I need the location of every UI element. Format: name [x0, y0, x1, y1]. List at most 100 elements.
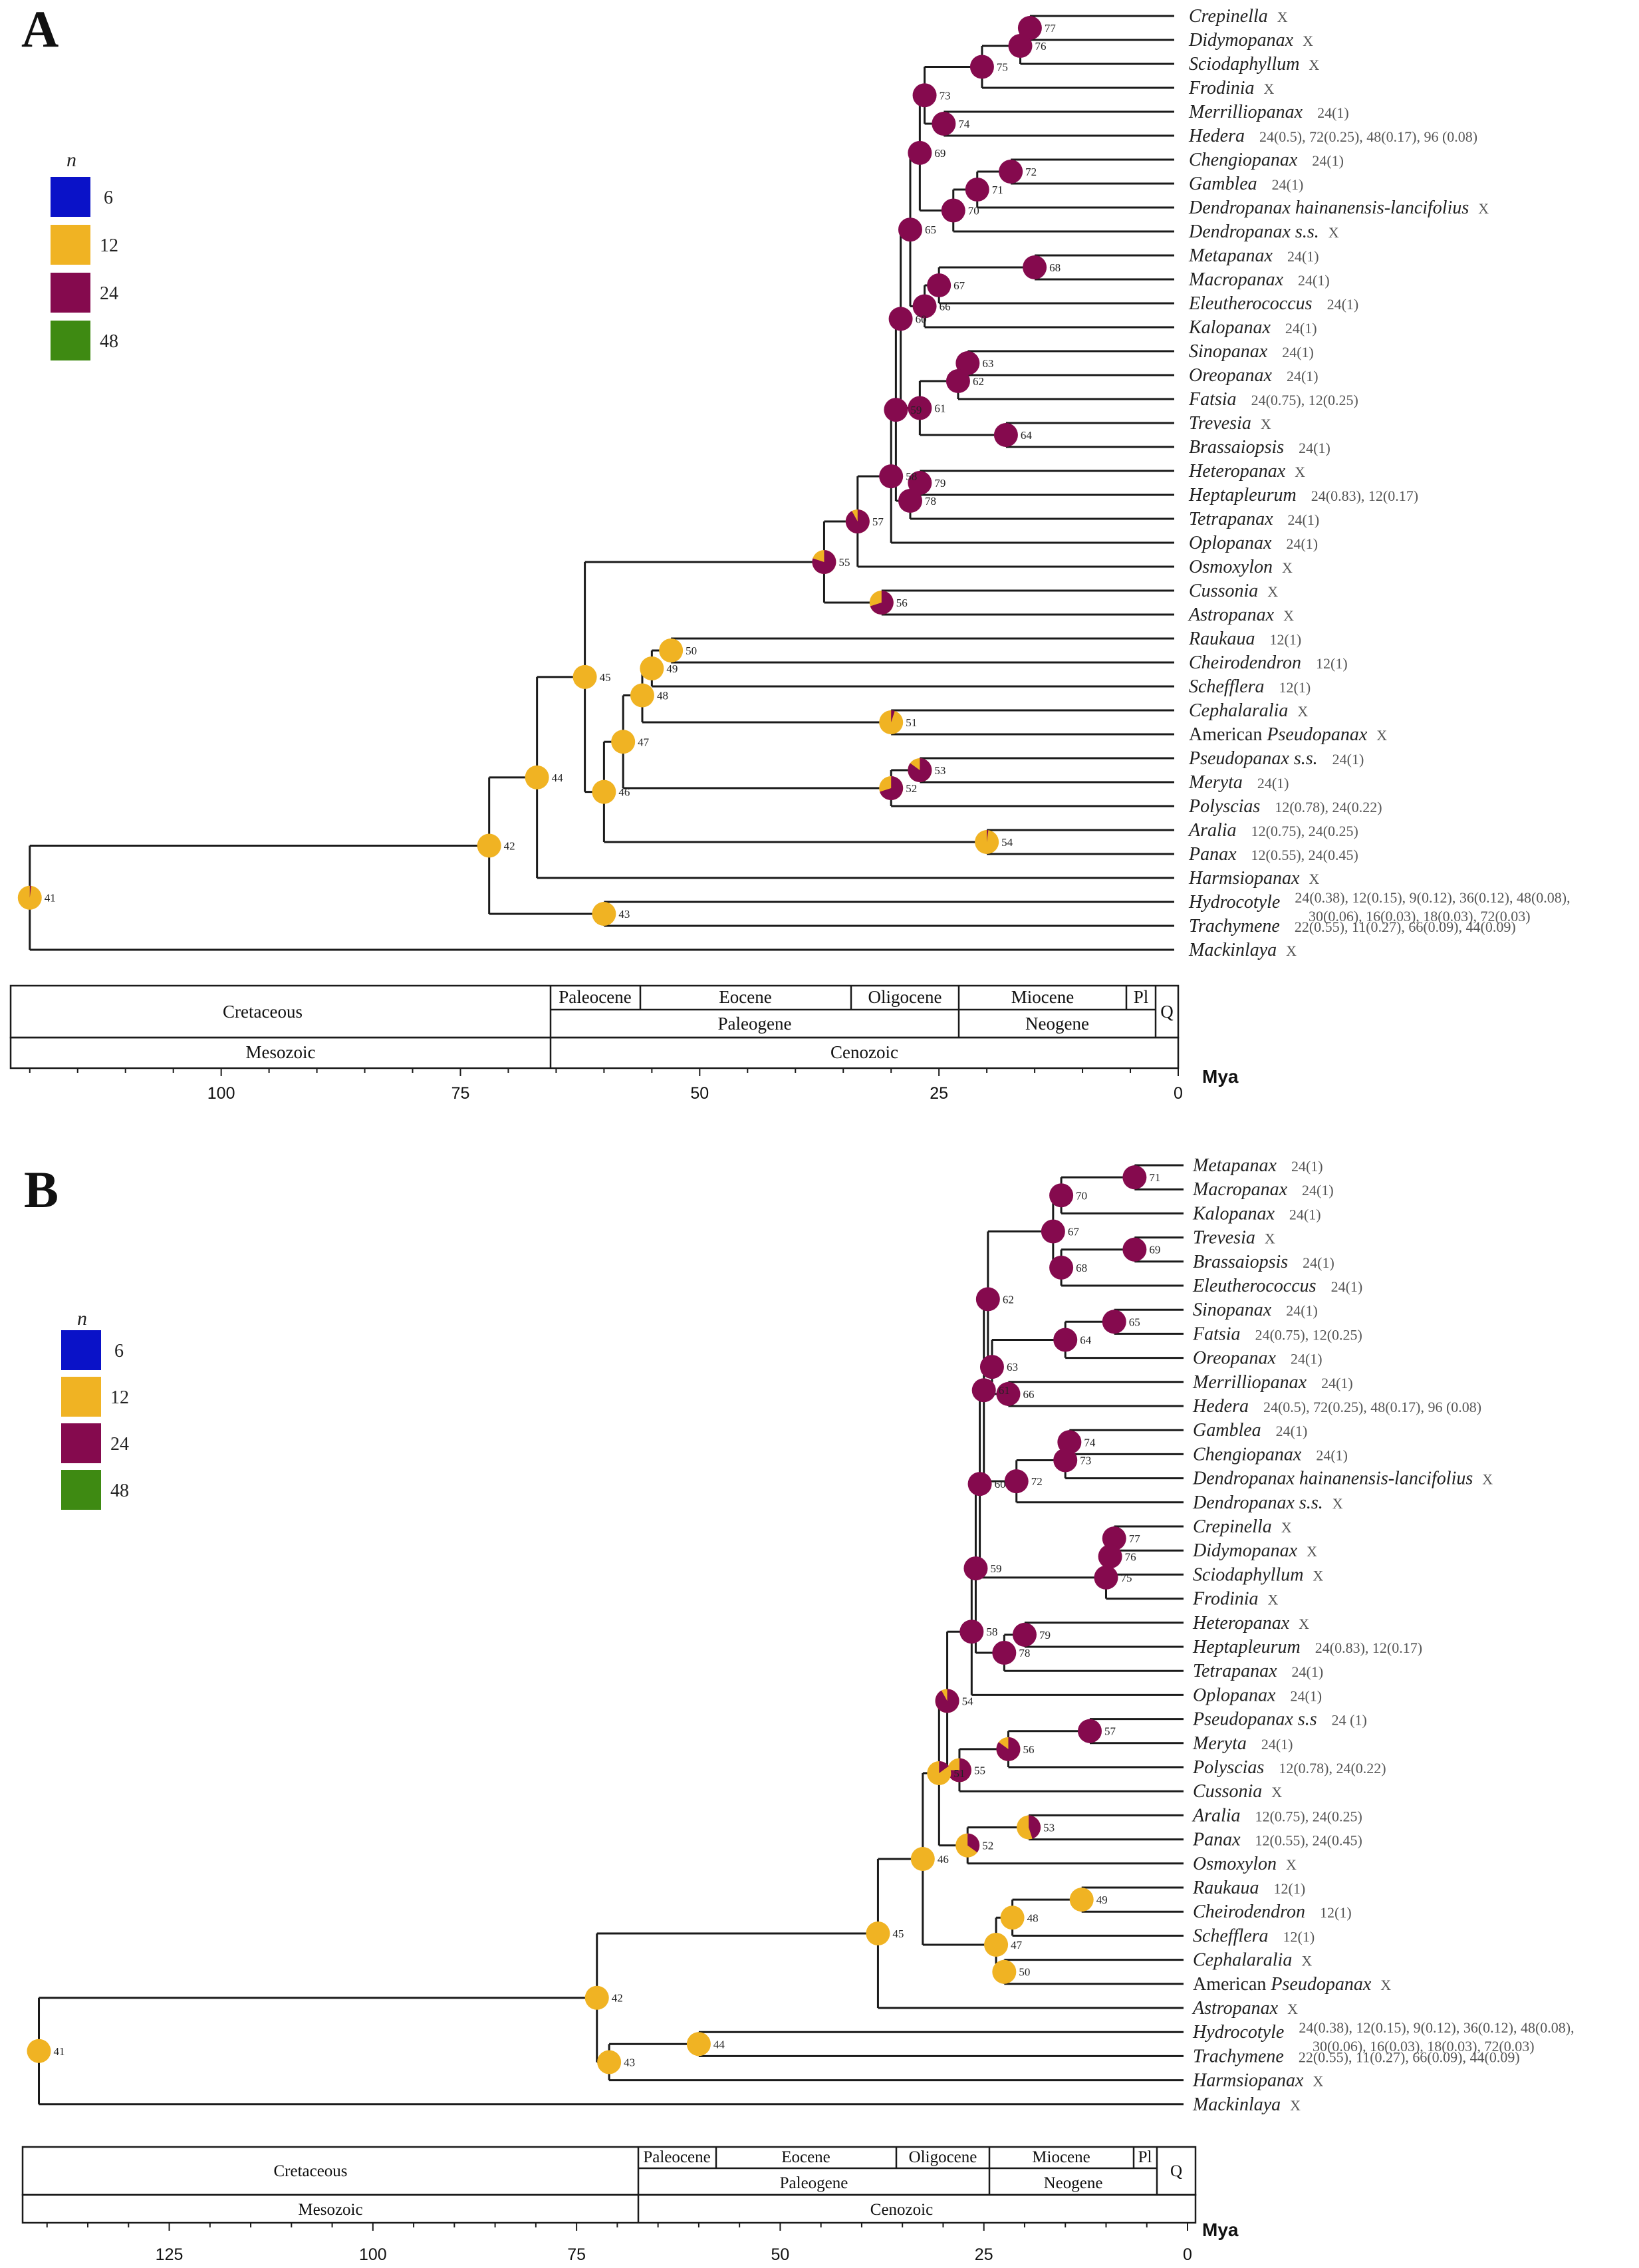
node-label-47: 47: [638, 736, 650, 748]
tip-annotation: 24(1): [1303, 1254, 1334, 1271]
node-label-43: 43: [618, 908, 630, 921]
tip-annotation: 12(1): [1270, 631, 1302, 648]
node-pie-44: [525, 765, 549, 789]
node-pie-72: [1004, 1469, 1029, 1494]
tip-annotation: 24(0.38), 12(0.15), 9(0.12), 36(0.12), 4…: [1299, 2019, 1574, 2036]
tip-name: Hedera: [1192, 1396, 1249, 1417]
node-pie-53-slice-24: [908, 758, 932, 782]
ts-cretaceous: Cretaceous: [223, 1002, 303, 1022]
tip-label: Cussonia X: [1193, 1781, 1282, 1802]
legend-label-24: 24: [100, 283, 118, 304]
node-pie-55-slice-24: [947, 1758, 971, 1782]
node-label-67: 67: [953, 279, 965, 292]
tip-name: Tetrapanax: [1193, 1661, 1277, 1681]
tip-name: Polyscias: [1188, 796, 1260, 817]
legend-swatch-48: [61, 1470, 101, 1510]
legend-label-12: 12: [100, 235, 118, 256]
tip-label: American Pseudopanax X: [1193, 1974, 1391, 1995]
node-pie-57-slice-24: [845, 509, 870, 534]
ts-paleocene: Paleocene: [643, 2148, 710, 2166]
tip-name-prefix: American: [1193, 1974, 1271, 1995]
node-label-74: 74: [1084, 1436, 1096, 1449]
node-label-66: 66: [940, 301, 951, 313]
node-label-71: 71: [992, 184, 1003, 196]
tip-label: Pseudopanax s.s 24 (1): [1192, 1709, 1367, 1730]
tip-annotation: 24(1): [1316, 1447, 1348, 1463]
tip-annotation: 24(1): [1290, 1687, 1322, 1704]
node-pie-48: [1000, 1906, 1025, 1930]
legend-label-48: 48: [100, 331, 118, 352]
node-label-57: 57: [872, 515, 884, 528]
tip-annotation: X: [1478, 200, 1489, 217]
node-label-75: 75: [1120, 1572, 1132, 1584]
tip-annotation: 12(1): [1320, 1904, 1352, 1921]
tip-label: Frodinia X: [1192, 1589, 1279, 1610]
node-label-72: 72: [1025, 166, 1037, 178]
legend-swatch-12: [51, 225, 90, 265]
tip-annotation: 24 (1): [1332, 1712, 1367, 1729]
tip-annotation: 24(1): [1302, 1182, 1334, 1199]
ts-neogene: Neogene: [1025, 1014, 1089, 1034]
node-label-56: 56: [1023, 1743, 1034, 1756]
tip-name: Schefflera: [1193, 1925, 1269, 1946]
tip-label: Cheirodendron 12(1): [1189, 652, 1348, 673]
tip-annotation: 24(1): [1327, 296, 1359, 313]
tip-annotation: 24(0.5), 72(0.25), 48(0.17), 96 (0.08): [1259, 128, 1477, 145]
tip-annotation: 12(1): [1283, 1928, 1315, 1945]
tip-label: Chengiopanax 24(1): [1193, 1444, 1348, 1465]
node-label-63: 63: [1007, 1361, 1018, 1373]
tip-name: Cheirodendron: [1189, 652, 1301, 673]
node-label-66: 66: [1023, 1388, 1034, 1401]
tip-name: Harmsiopanax: [1192, 2070, 1304, 2091]
tick-label: 25: [975, 2245, 993, 2264]
tip-name: Macropanax: [1192, 1179, 1288, 1200]
legend-swatch-24: [51, 273, 90, 313]
node-pie-78: [898, 489, 922, 513]
tip-annotation: X: [1268, 1592, 1279, 1608]
node-pie-79: [1012, 1622, 1037, 1647]
tip-label: Gamblea 24(1): [1189, 174, 1303, 194]
tip-annotation: X: [1376, 727, 1387, 744]
legend-a: n 6 12 24 48: [51, 149, 118, 360]
tick-label: 25: [930, 1084, 948, 1103]
node-label-46: 46: [618, 786, 630, 799]
tip-name: Fatsia: [1192, 1324, 1241, 1344]
tip-annotation: 24(1): [1289, 1206, 1321, 1222]
tip-name: Raukaua: [1192, 1878, 1259, 1898]
tip-name: Kalopanax: [1188, 317, 1271, 338]
tip-name: Polyscias: [1192, 1757, 1264, 1778]
node-label-69: 69: [1149, 1244, 1160, 1256]
tip-annotation: X: [1307, 1543, 1317, 1560]
node-label-76: 76: [1035, 40, 1047, 53]
tip-annotation: X: [1287, 2001, 1298, 2017]
ts-eocene: Eocene: [719, 987, 771, 1007]
node-label-59: 59: [910, 404, 922, 416]
node-pie-59: [963, 1556, 988, 1581]
tip-annotation: X: [1286, 942, 1297, 959]
node-pie-51-slice-24: [891, 710, 895, 722]
tip-label: Astropanax X: [1188, 605, 1294, 625]
node-pie-43: [597, 2050, 622, 2074]
tip-name: Eleutherococcus: [1192, 1276, 1317, 1296]
tip-label: Hedera 24(0.5), 72(0.25), 48(0.17), 96 (0…: [1192, 1396, 1481, 1417]
tip-name: Oreopanax: [1193, 1348, 1277, 1369]
tick-label: 0: [1174, 1084, 1183, 1103]
tip-label: Merrilliopanax 24(1): [1188, 102, 1349, 122]
node-pie-68: [1023, 255, 1047, 279]
node-pie-48: [630, 683, 654, 708]
tip-annotation: 12(1): [1274, 1880, 1306, 1897]
node-label-41: 41: [45, 892, 56, 905]
node-pie-60: [967, 1472, 992, 1496]
tip-name: Dendropanax s.s.: [1188, 221, 1319, 242]
node-pie-61: [908, 396, 932, 420]
node-pie-52-slice-24: [967, 1833, 980, 1853]
legend-swatch-6: [61, 1330, 101, 1370]
tick-label: 75: [451, 1084, 470, 1103]
node-pie-74: [932, 112, 956, 136]
tip-annotation: 24(1): [1276, 1423, 1308, 1439]
tip-name: Sciodaphyllum: [1193, 1564, 1303, 1585]
tip-annotation: X: [1301, 1953, 1312, 1969]
tip-name: Trevesia: [1189, 413, 1251, 434]
node-pie-55-slice-24: [812, 550, 836, 575]
